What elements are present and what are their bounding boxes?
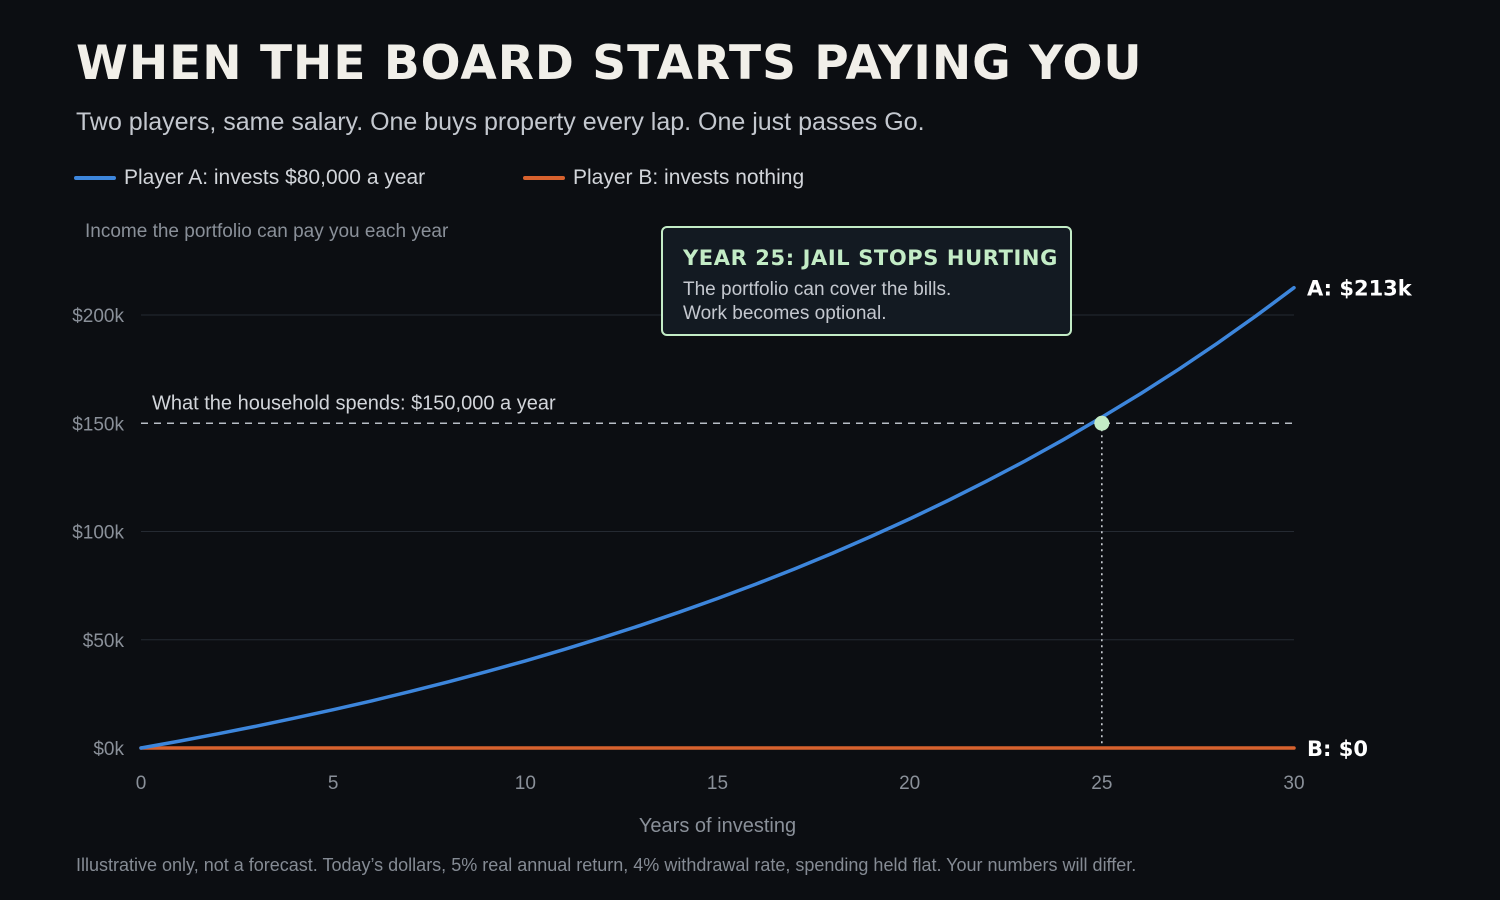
x-tick-label: 0 — [136, 773, 147, 794]
y-tick-label: $150k — [72, 414, 124, 435]
y-tick-label: $50k — [83, 631, 125, 652]
x-tick-label: 15 — [707, 773, 728, 794]
x-tick-label: 20 — [899, 773, 920, 794]
x-axis-title: Years of investing — [639, 815, 796, 837]
end-label-player-b: B: $0 — [1307, 737, 1368, 761]
y-tick-label: $100k — [72, 523, 124, 544]
spending-reference-label: What the household spends: $150,000 a ye… — [152, 392, 556, 414]
legend-item-player-a: Player A: invests $80,000 a year — [74, 166, 425, 190]
legend-label-player-a: Player A: invests $80,000 a year — [124, 166, 426, 189]
footnote: Illustrative only, not a forecast. Today… — [76, 855, 1137, 875]
series-line-player-a — [139, 285, 1296, 750]
legend-swatch-player-b — [523, 176, 565, 180]
x-tick-label: 5 — [328, 773, 339, 794]
x-tick-label: 30 — [1283, 773, 1304, 794]
chart-title: WHEN THE BOARD STARTS PAYING YOU — [76, 36, 1143, 91]
x-tick-label: 25 — [1091, 773, 1112, 794]
legend-item-player-b: Player B: invests nothing — [523, 166, 804, 190]
annotation-callout: YEAR 25: JAIL STOPS HURTING The portfoli… — [661, 226, 1072, 336]
callout-line: Work becomes optional. — [683, 303, 887, 324]
x-tick-label: 10 — [515, 773, 536, 794]
end-label-player-a: A: $213k — [1307, 277, 1413, 301]
y-tick-label: $0k — [93, 739, 124, 760]
chart-subtitle: Two players, same salary. One buys prope… — [76, 108, 925, 136]
callout-line: The portfolio can cover the bills. — [683, 279, 952, 300]
y-axis-caption: Income the portfolio can pay you each ye… — [85, 221, 449, 242]
y-tick-label: $200k — [72, 306, 124, 327]
crossover-marker — [1094, 415, 1110, 431]
legend-swatch-player-a — [74, 176, 116, 180]
callout-title: YEAR 25: JAIL STOPS HURTING — [683, 246, 1058, 270]
legend-label-player-b: Player B: invests nothing — [573, 166, 805, 189]
